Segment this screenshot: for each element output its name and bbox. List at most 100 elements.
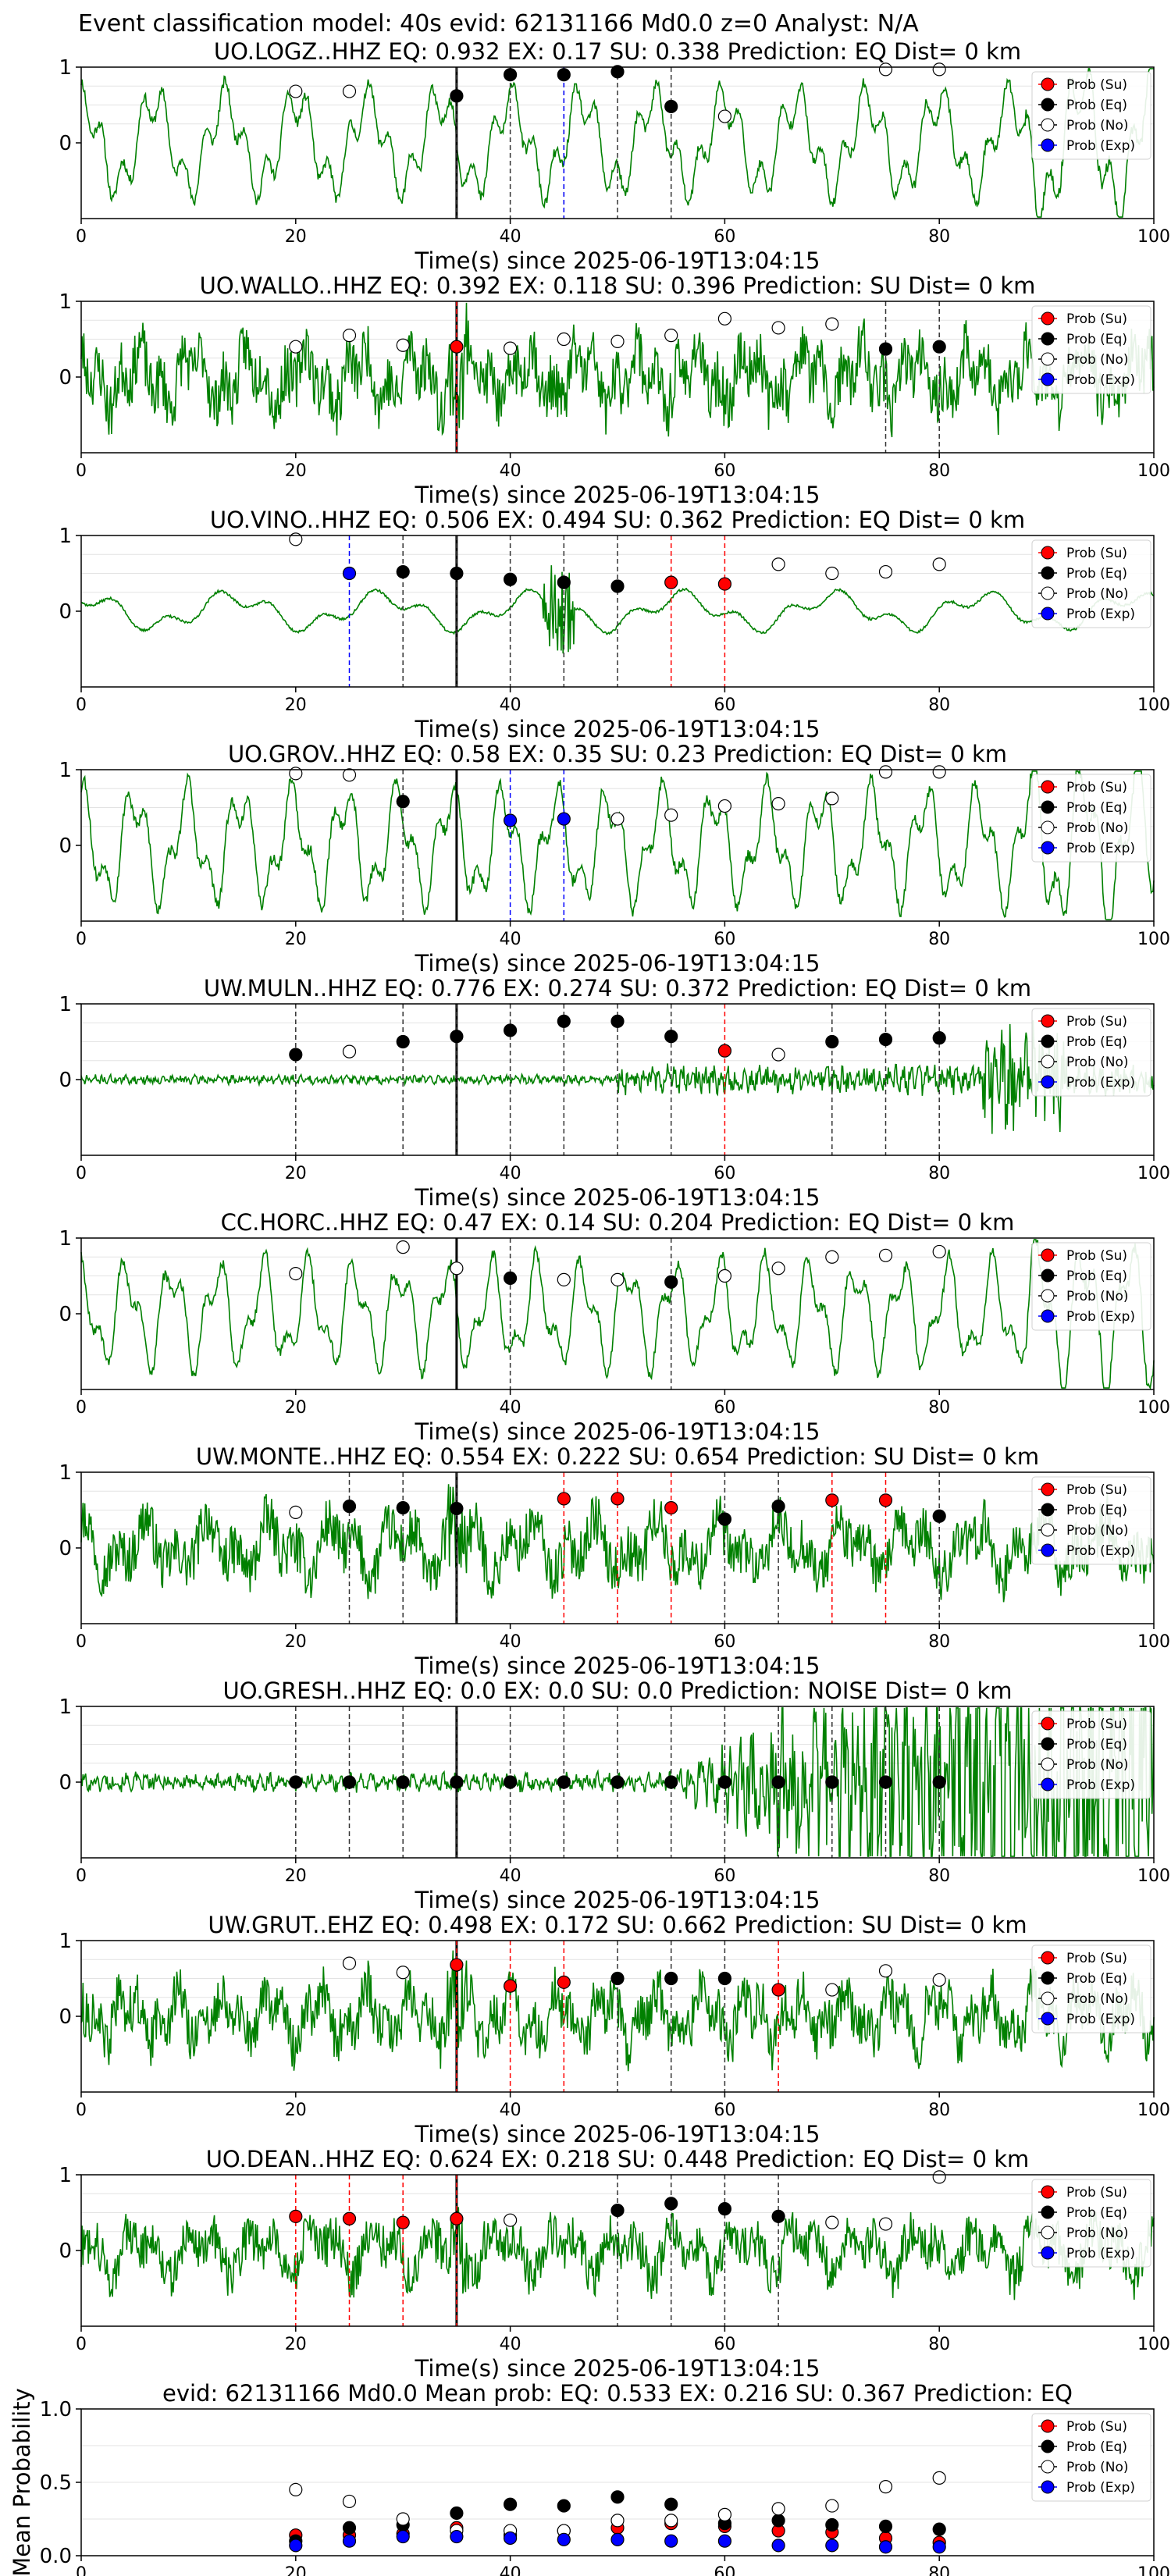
x-tick-label: 40 xyxy=(500,227,521,247)
x-axis-label: Time(s) since 2025-06-19T13:04:15 xyxy=(415,716,820,742)
prob-point-eq xyxy=(932,1031,946,1045)
mean-point-no xyxy=(825,2499,839,2513)
legend-label-su: Prob (Su) xyxy=(1066,2419,1127,2435)
legend-marker-su xyxy=(1041,1717,1055,1731)
mean-point-no xyxy=(932,2471,946,2485)
legend-label-no: Prob (No) xyxy=(1066,2460,1129,2475)
x-tick-label: 60 xyxy=(714,227,735,247)
prob-point-su xyxy=(771,1983,785,1997)
prob-point-su xyxy=(610,1492,625,1506)
x-tick-label: 20 xyxy=(285,2101,307,2120)
mean-point-exp xyxy=(450,2529,464,2544)
prob-point-eq xyxy=(610,1775,625,1789)
prob-point-no xyxy=(771,321,785,335)
prob-point-no xyxy=(610,334,625,349)
x-tick-label: 100 xyxy=(1137,227,1170,247)
prob-point-no xyxy=(503,341,518,355)
prob-point-eq xyxy=(557,575,571,589)
legend-label-su: Prob (Su) xyxy=(1066,77,1127,93)
x-tick-label: 20 xyxy=(285,930,307,949)
mean-point-no xyxy=(717,2507,732,2521)
x-tick-label: 60 xyxy=(714,930,735,949)
mean-point-eq xyxy=(342,2521,357,2535)
mean-point-eq xyxy=(450,2506,464,2521)
prob-point-no xyxy=(717,311,732,326)
legend-marker-no xyxy=(1041,1757,1055,1771)
y-tick-label: 0 xyxy=(59,834,72,858)
panel-title: UO.DEAN..HHZ EQ: 0.624 EX: 0.218 SU: 0.4… xyxy=(206,2146,1030,2172)
prob-point-no xyxy=(342,768,357,782)
legend-marker-su xyxy=(1041,77,1055,91)
panels: UO.LOGZ..HHZ EQ: 0.932 EX: 0.17 SU: 0.33… xyxy=(9,38,1170,2576)
panel-title: evid: 62131166 Md0.0 Mean prob: EQ: 0.53… xyxy=(162,2380,1073,2407)
station-panel-8: UW.GRUT..EHZ EQ: 0.498 EX: 0.172 SU: 0.6… xyxy=(59,1912,1170,2147)
x-tick-label: 80 xyxy=(928,1632,950,1652)
legend-label-no: Prob (No) xyxy=(1066,118,1129,133)
mean-point-exp xyxy=(503,2531,518,2546)
x-tick-label: 60 xyxy=(714,461,735,481)
legend-marker-su xyxy=(1041,1951,1055,1965)
prob-point-eq xyxy=(932,1509,946,1523)
x-tick-label: 40 xyxy=(500,930,521,949)
x-tick-label: 20 xyxy=(285,696,307,715)
legend-label-no: Prob (No) xyxy=(1066,1757,1129,1773)
prob-point-eq xyxy=(342,1500,357,1514)
prob-point-eq xyxy=(717,1971,732,1986)
legend-marker-eq xyxy=(1041,1503,1055,1517)
x-tick-label: 80 xyxy=(928,930,950,949)
figure-suptitle: Event classification model: 40s evid: 62… xyxy=(78,10,919,37)
y-tick-label: 1 xyxy=(59,2164,72,2187)
x-tick-label: 60 xyxy=(714,2564,735,2576)
prob-point-exp xyxy=(342,566,357,581)
legend-label-su: Prob (Su) xyxy=(1066,1717,1127,1732)
x-tick-label: 0 xyxy=(76,1632,87,1652)
prob-point-eq xyxy=(878,342,893,356)
legend-label-no: Prob (No) xyxy=(1066,1523,1129,1539)
mean-point-no xyxy=(878,2480,893,2494)
legend-label-exp: Prob (Exp) xyxy=(1066,1309,1135,1325)
mean-point-eq xyxy=(610,2490,625,2504)
prob-point-eq xyxy=(450,1501,464,1516)
x-tick-label: 40 xyxy=(500,696,521,715)
prob-point-eq xyxy=(878,1032,893,1047)
legend-box xyxy=(1031,1008,1151,1097)
mean-point-exp xyxy=(342,2534,357,2548)
legend-label-eq: Prob (Eq) xyxy=(1066,800,1127,816)
legend-marker-eq xyxy=(1041,98,1055,112)
legend-marker-eq xyxy=(1041,800,1055,814)
legend-label-exp: Prob (Exp) xyxy=(1066,372,1135,388)
x-axis-label: Time(s) since 2025-06-19T13:04:15 xyxy=(415,1184,820,1211)
x-tick-label: 100 xyxy=(1137,2101,1170,2120)
legend-box xyxy=(1031,2179,1151,2268)
x-tick-label: 20 xyxy=(285,1632,307,1652)
y-tick-label: 1 xyxy=(59,56,72,80)
x-tick-label: 60 xyxy=(714,1164,735,1183)
mean-point-exp xyxy=(771,2539,785,2553)
prob-point-su xyxy=(342,2211,357,2226)
prob-point-su xyxy=(664,1500,678,1515)
prob-point-eq xyxy=(450,1775,464,1789)
x-tick-label: 80 xyxy=(928,227,950,247)
legend-label-no: Prob (No) xyxy=(1066,2226,1129,2241)
legend-marker-su xyxy=(1041,1482,1055,1496)
x-tick-label: 80 xyxy=(928,2335,950,2354)
prob-point-eq xyxy=(450,89,464,103)
y-tick-label: 0 xyxy=(59,2240,72,2263)
station-panel-9: UO.DEAN..HHZ EQ: 0.624 EX: 0.218 SU: 0.4… xyxy=(59,2146,1170,2382)
mean-point-no xyxy=(664,2514,678,2528)
prob-point-eq xyxy=(664,1775,678,1789)
mean-point-exp xyxy=(664,2534,678,2548)
x-tick-label: 20 xyxy=(285,461,307,481)
prob-point-su xyxy=(664,575,678,589)
y-tick-label: 1 xyxy=(59,1930,72,1953)
mean-point-exp xyxy=(557,2532,571,2546)
legend-label-eq: Prob (Eq) xyxy=(1066,1503,1127,1518)
prob-point-no xyxy=(664,329,678,343)
x-tick-label: 60 xyxy=(714,1398,735,1418)
legend-marker-eq xyxy=(1041,1737,1055,1751)
mean-point-eq xyxy=(932,2522,946,2536)
legend-marker-no xyxy=(1041,2460,1055,2474)
x-tick-label: 0 xyxy=(76,1398,87,1418)
prob-point-eq xyxy=(396,795,410,809)
